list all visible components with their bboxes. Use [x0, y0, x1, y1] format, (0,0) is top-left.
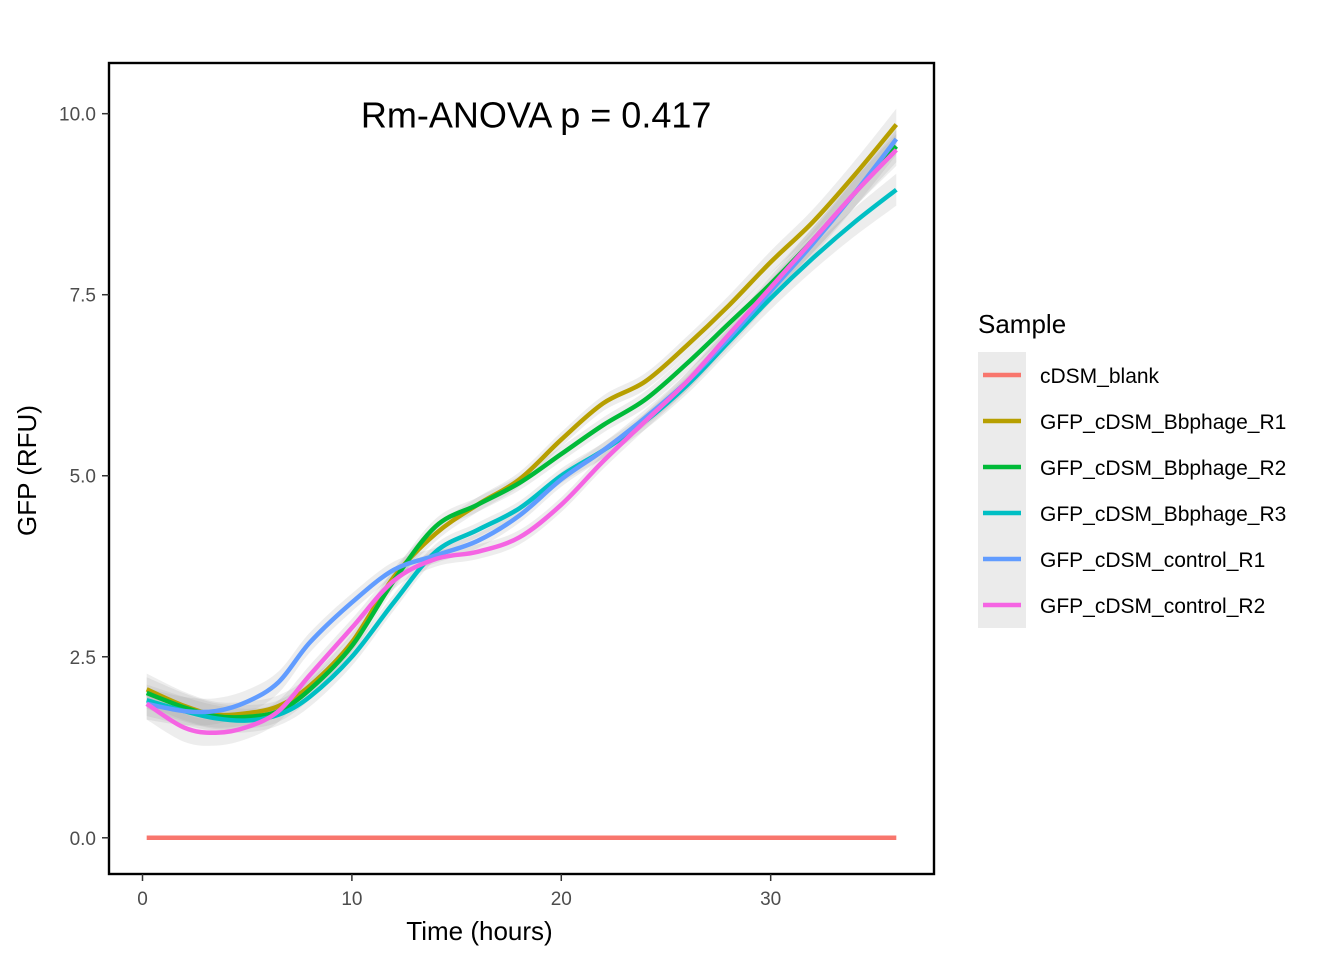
series-line — [146, 137, 899, 715]
legend-label: GFP_cDSM_Bbphage_R3 — [1040, 503, 1286, 526]
legend-label: GFP_cDSM_control_R2 — [1040, 595, 1265, 618]
y-axis: 0.0 2.5 5.0 7.5 10.0 — [59, 105, 109, 850]
legend: Sample cDSM_blank GFP_cDSM_Bbphage_R1 GFP_… — [978, 309, 1286, 628]
series-line — [146, 187, 898, 723]
legend-label: GFP_cDSM_control_R1 — [1040, 549, 1265, 572]
anova-annotation: Rm-ANOVA p = 0.417 — [361, 95, 712, 136]
y-tick-label: 7.5 — [70, 286, 96, 307]
legend-label: GFP_cDSM_Bbphage_R1 — [1040, 411, 1286, 434]
series-lines — [145, 123, 899, 841]
x-axis-title: Time (hours) — [406, 916, 552, 946]
series-line — [145, 148, 898, 736]
legend-title: Sample — [978, 309, 1066, 339]
x-tick-label: 10 — [341, 889, 362, 910]
x-axis: 0 10 20 30 — [137, 874, 781, 910]
x-tick-label: 0 — [137, 889, 148, 910]
legend-label: cDSM_blank — [1040, 365, 1160, 388]
y-tick-label: 2.5 — [70, 648, 96, 669]
y-tick-label: 0.0 — [70, 829, 96, 850]
x-tick-label: 20 — [551, 889, 572, 910]
y-tick-label: 10.0 — [59, 105, 96, 126]
x-tick-label: 30 — [760, 889, 781, 910]
plot-panel-border — [107, 61, 936, 876]
y-tick-label: 5.0 — [70, 467, 96, 488]
legend-label: GFP_cDSM_Bbphage_R2 — [1040, 457, 1286, 480]
legend-keys-background — [978, 352, 1026, 628]
y-axis-title: GFP (RFU) — [12, 405, 42, 536]
series-line — [145, 144, 898, 720]
